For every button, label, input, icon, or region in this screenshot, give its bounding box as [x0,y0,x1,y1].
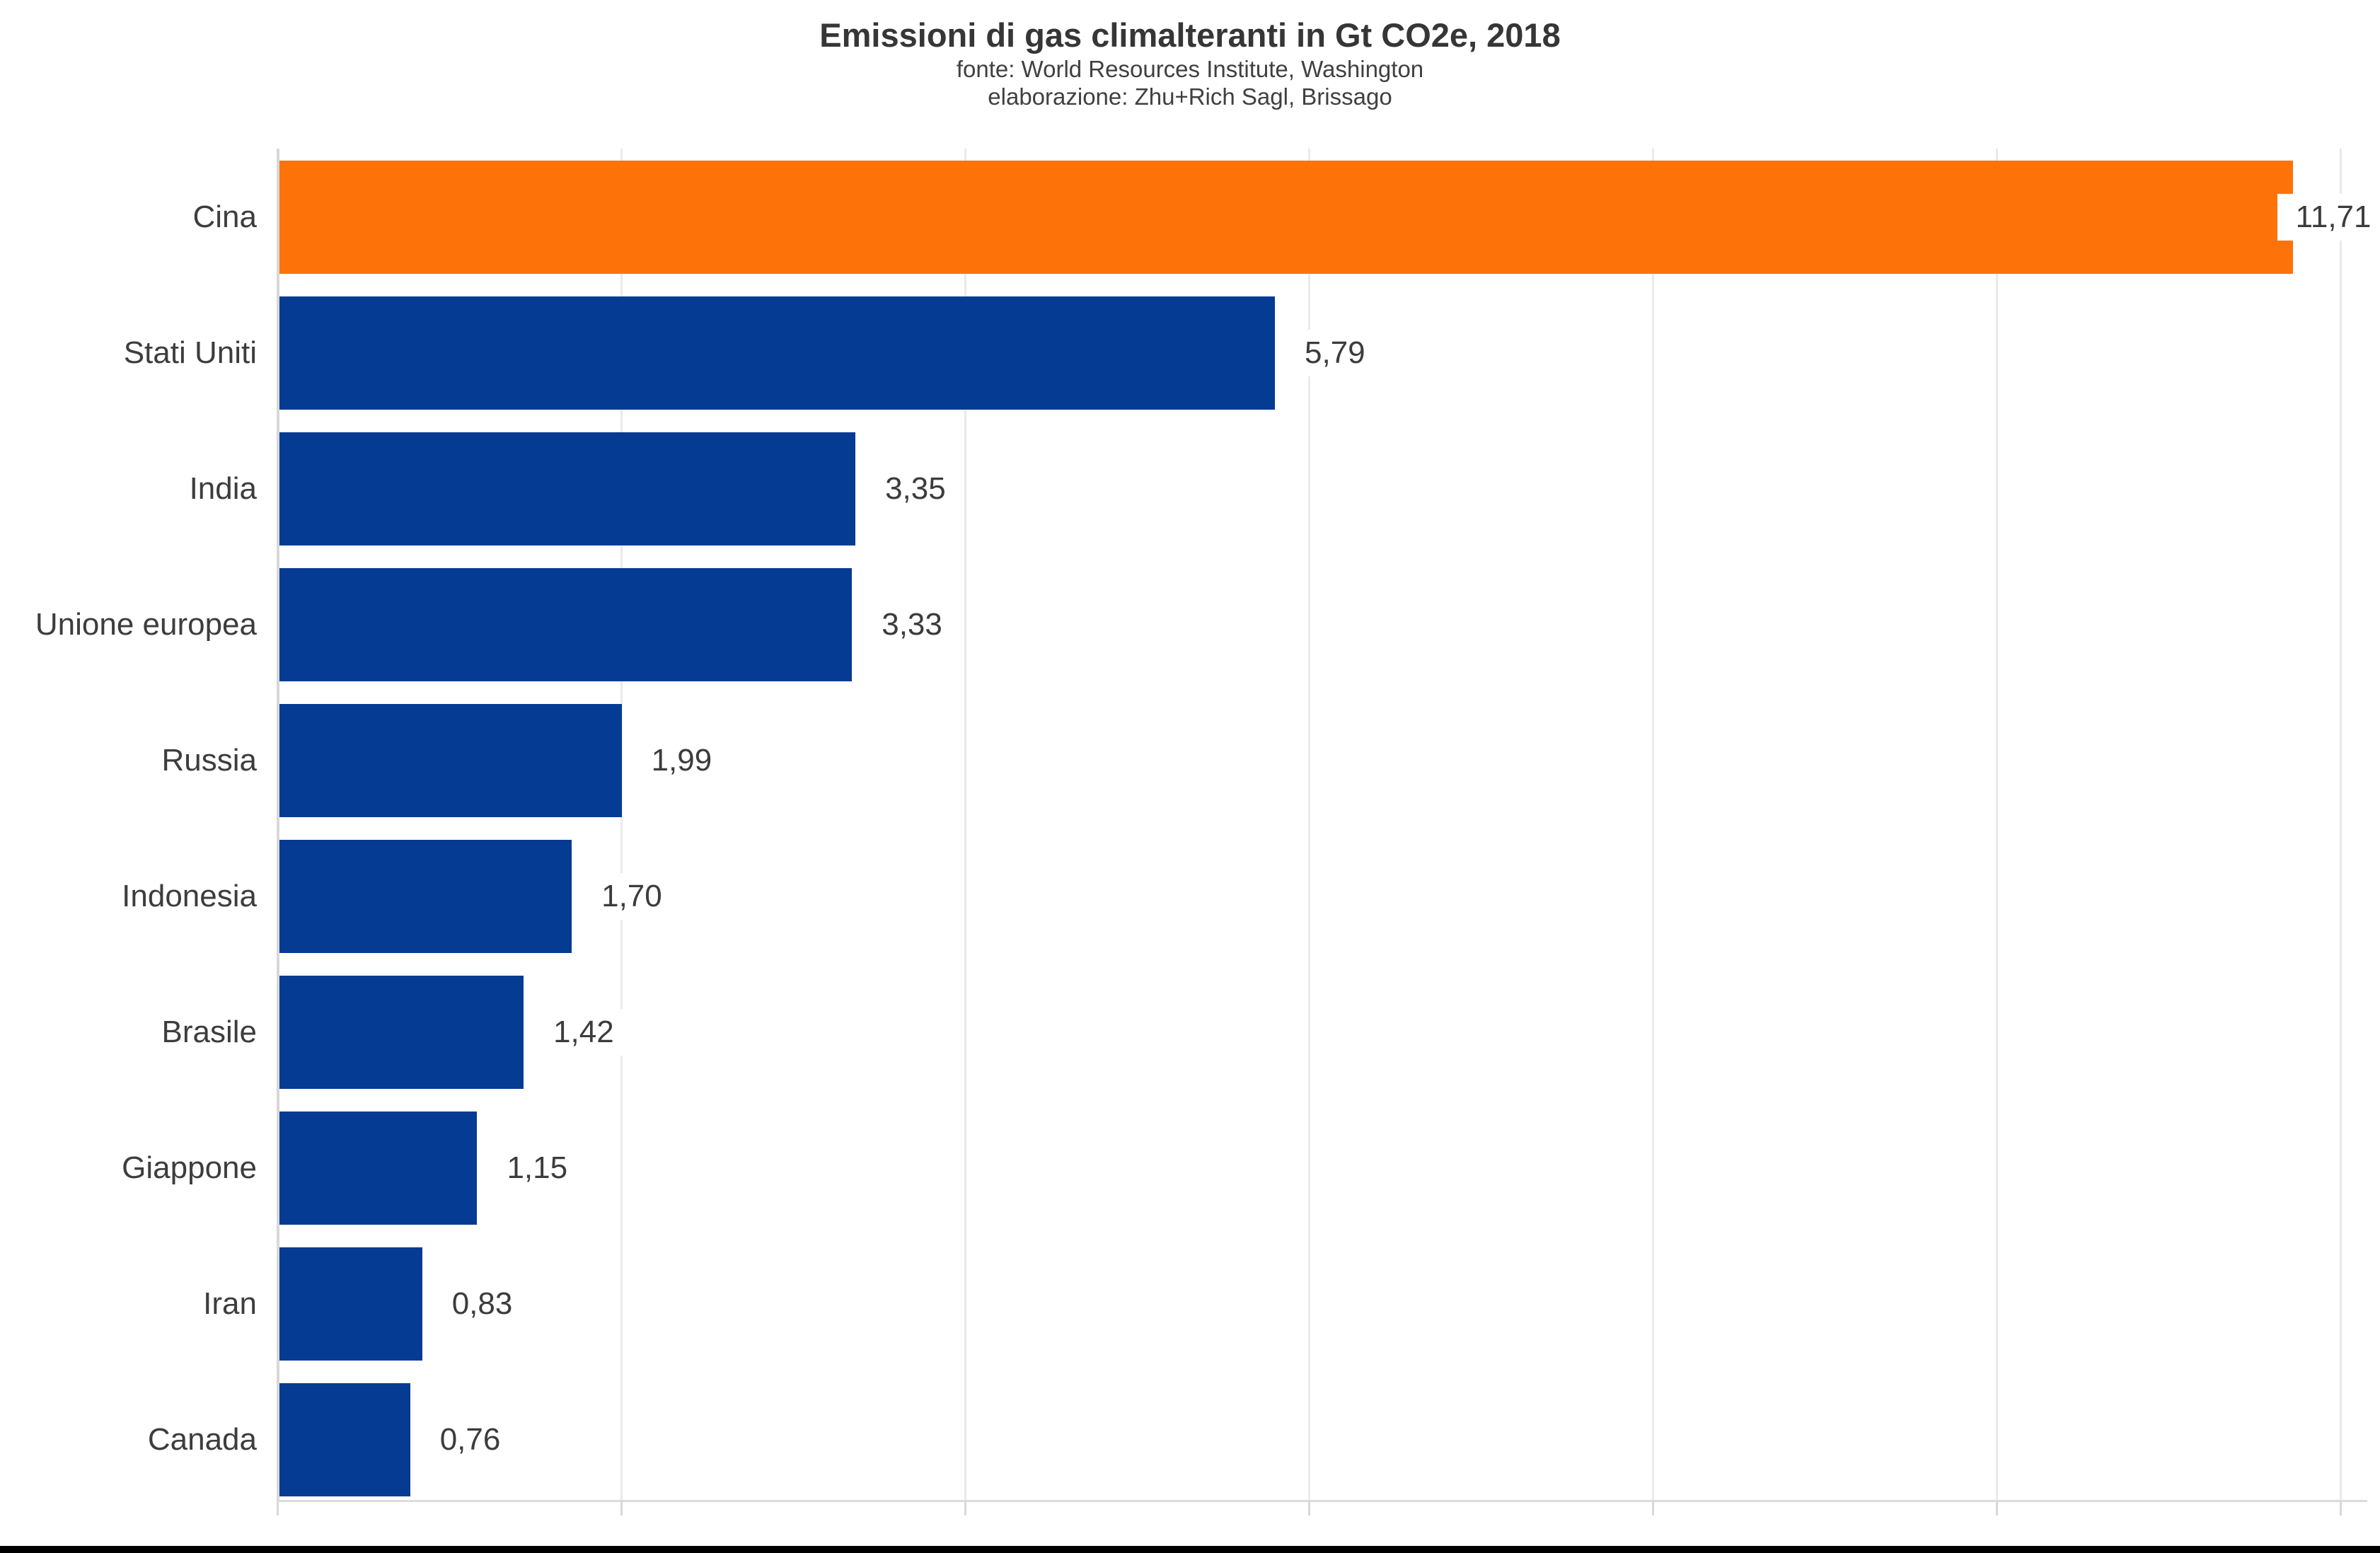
category-label-indonesia: Indonesia [122,879,257,913]
value-wrap-india: 3,35 [874,432,957,545]
value-label-india: 3,35 [874,466,957,512]
x-axis-tick-0 [277,1500,279,1516]
value-wrap-giappone: 1,15 [495,1112,579,1225]
value-label-brasile: 1,42 [542,1009,625,1056]
bar-unione-europea [279,568,853,681]
value-wrap-canada: 0,76 [428,1383,512,1496]
x-axis-tick-2 [620,1500,623,1516]
footer-bar [0,1546,2380,1553]
x-axis-tick-12 [2340,1500,2343,1516]
title-block: Emissioni di gas climalteranti in Gt CO2… [0,16,2380,110]
value-wrap-iran: 0,83 [440,1247,524,1361]
category-label-brasile: Brasile [161,1015,258,1049]
category-label-stati-uniti: Stati Uniti [123,335,257,370]
category-label-giappone: Giappone [122,1150,257,1185]
value-label-cina: 11,71 [2277,194,2380,241]
gridline-10 [1996,149,1999,1500]
value-label-giappone: 1,15 [495,1145,579,1191]
category-label-unione-europea: Unione europea [35,607,257,642]
x-axis-line [277,1500,2367,1502]
bar-russia [279,704,622,817]
category-label-iran: Iran [203,1286,257,1321]
gridline-2 [620,149,623,1500]
bar-stati-uniti [279,296,1276,410]
value-wrap-russia: 1,99 [640,704,724,817]
x-axis-tick-4 [964,1500,967,1516]
chart-title: Emissioni di gas climalteranti in Gt CO2… [819,16,1561,54]
bar-iran [279,1247,422,1361]
chart-attribution: elaborazione: Zhu+Rich Sagl, Brissago [988,83,1392,110]
value-label-indonesia: 1,70 [590,873,674,920]
gridline-4 [964,149,967,1500]
bar-canada [279,1383,410,1496]
category-label-canada: Canada [147,1422,257,1457]
category-label-russia: Russia [161,743,258,778]
value-wrap-stati-uniti: 5,79 [1293,296,1377,410]
bar-cina [279,161,2293,274]
x-axis-tick-6 [1308,1500,1311,1516]
chart-source: fonte: World Resources Institute, Washin… [956,56,1424,82]
bar-indonesia [279,840,572,953]
value-label-iran: 0,83 [440,1281,524,1327]
bar-india [279,432,856,545]
value-label-stati-uniti: 5,79 [1293,330,1377,376]
value-label-russia: 1,99 [640,737,724,784]
category-label-india: India [189,471,257,506]
value-label-canada: 0,76 [428,1416,512,1463]
value-label-unione-europea: 3,33 [870,601,954,648]
x-axis-tick-10 [1996,1500,1999,1516]
value-wrap-unione-europea: 3,33 [870,568,954,681]
gridline-8 [1652,149,1655,1500]
value-wrap-brasile: 1,42 [542,976,625,1089]
bar-brasile [279,976,524,1089]
value-wrap-indonesia: 1,70 [590,840,674,953]
y-axis-line [277,149,279,1500]
gridline-6 [1308,149,1311,1500]
gridline-12 [2340,149,2343,1500]
bar-giappone [279,1112,478,1225]
x-axis-tick-8 [1652,1500,1655,1516]
category-label-cina: Cina [192,200,258,234]
value-wrap-cina: 11,71 [2277,161,2380,274]
